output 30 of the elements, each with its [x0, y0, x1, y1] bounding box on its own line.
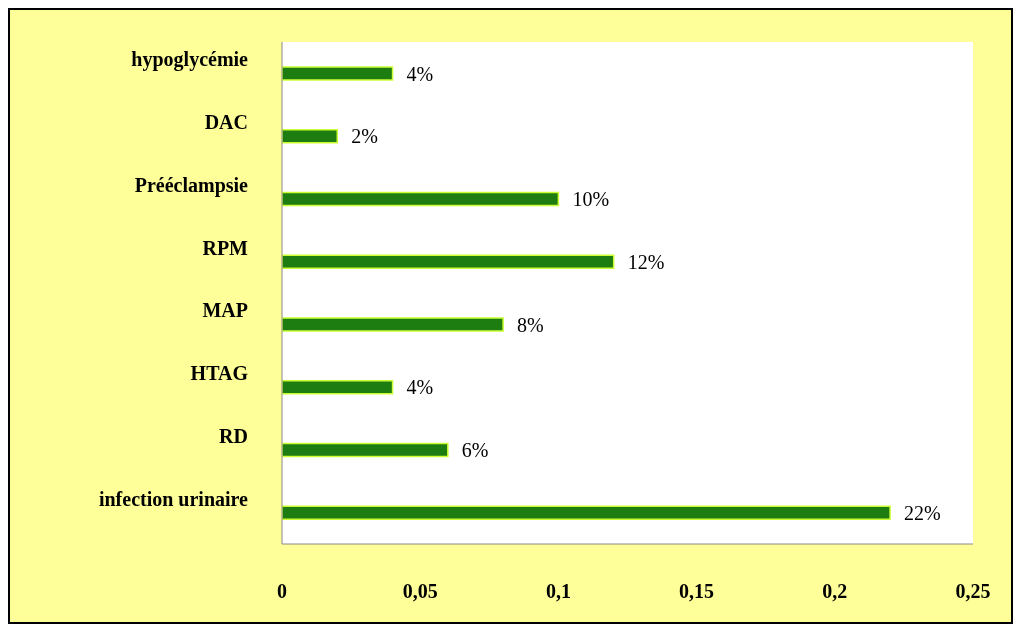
x-tick-label: 0,25: [955, 580, 991, 603]
y-tick-label: HTAG: [190, 362, 249, 385]
bar: [282, 380, 394, 395]
data-label: 2%: [351, 125, 378, 148]
x-tick-label: 0: [277, 580, 287, 603]
bar: [282, 254, 615, 269]
data-label: 12%: [627, 250, 665, 273]
bar: [282, 191, 560, 207]
y-tick-label: DAC: [204, 111, 248, 134]
y-tick-label: MAP: [202, 299, 248, 322]
data-label: 4%: [406, 62, 434, 85]
y-tick-label: RD: [219, 424, 248, 447]
y-tick-label: Prééclampsie: [134, 173, 249, 197]
bar: [282, 505, 891, 520]
data-label: 6%: [461, 439, 489, 462]
bar: [282, 66, 394, 81]
bar: [282, 442, 449, 458]
data-label: 4%: [406, 376, 434, 399]
x-tick-label: 0,05: [402, 580, 438, 603]
bar: [282, 317, 504, 332]
data-label: 22%: [904, 501, 941, 524]
y-tick-label: infection urinaire: [98, 487, 249, 510]
x-tick-label: 0,15: [679, 580, 715, 603]
data-label: 10%: [572, 188, 610, 211]
bar: [282, 129, 339, 144]
y-tick-label: RPM: [202, 236, 249, 259]
x-tick-label: 0,2: [822, 580, 848, 603]
y-tick-label: hypoglycémie: [131, 48, 249, 72]
data-label: 8%: [517, 313, 544, 336]
x-tick-label: 0,1: [545, 580, 571, 603]
